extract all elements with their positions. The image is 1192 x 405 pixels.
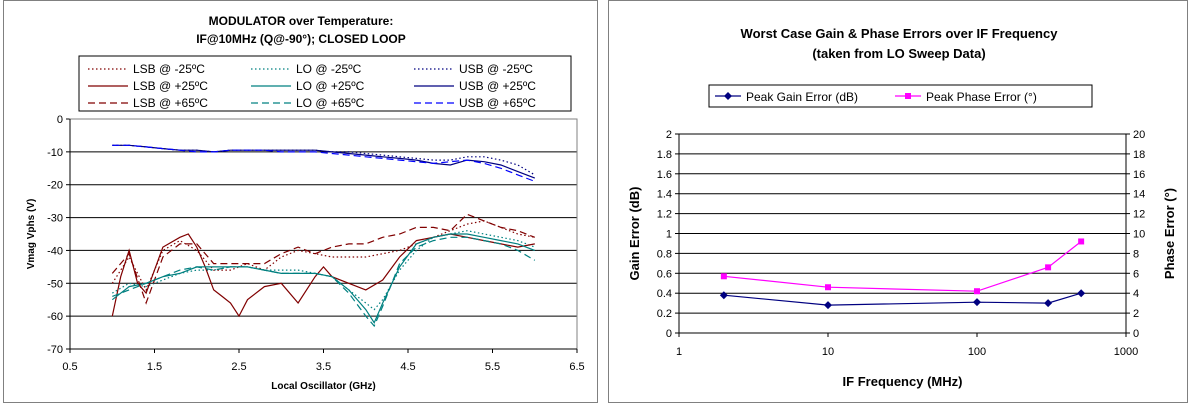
gain-phase-error-chart: Worst Case Gain & Phase Errors over IF F… [627, 26, 1177, 389]
data-point [824, 301, 832, 310]
y2-tick-label: 10 [1133, 229, 1145, 241]
series-line [112, 144, 536, 182]
legend-marker [724, 92, 732, 100]
y-axis-label: Vmag Vphs (V) [26, 199, 37, 270]
y2-tick-label: 2 [1133, 308, 1139, 320]
data-point [1078, 238, 1085, 245]
legend-label: LSB @ +65ºC [133, 96, 208, 110]
y-tick-label: 0.4 [657, 288, 672, 300]
y-tick-label: 0 [666, 328, 672, 340]
y2-tick-label: 12 [1133, 209, 1145, 221]
legend-box [78, 55, 572, 112]
y-tick-label: 1.2 [657, 209, 672, 221]
y-tick-label: 0.2 [657, 308, 672, 320]
legend-label: USB @ +25ºC [459, 79, 536, 93]
y-tick-label: 0.8 [657, 248, 672, 260]
series-line [723, 292, 1082, 306]
series-line [723, 241, 1082, 292]
x-tick-label: 1.5 [147, 361, 162, 373]
x-tick-label: 100 [968, 346, 986, 358]
x-tick-label: 4.5 [400, 361, 415, 373]
legend-label: LO @ +65ºC [296, 96, 365, 110]
y2-axis-label: Phase Error (°) [1162, 188, 1177, 279]
y2-tick-label: 14 [1133, 189, 1145, 201]
y-tick-label: -10 [47, 147, 63, 159]
y-tick-label: 0 [57, 114, 63, 126]
y-tick-label: 2 [666, 129, 672, 141]
modulator-temperature-chart-panel: MODULATOR over Temperature: IF@10MHz (Q@-… [3, 0, 598, 403]
legend-marker [905, 93, 911, 99]
series-line [112, 236, 536, 328]
x-axis-label: IF Frequency (MHz) [843, 374, 963, 389]
data-point [719, 291, 728, 300]
data-point [973, 298, 981, 307]
y-tick-label: -70 [47, 344, 63, 356]
data-point [1045, 264, 1052, 271]
y2-tick-label: 6 [1133, 268, 1139, 280]
y-tick-label: -50 [47, 278, 63, 290]
x-axis-label: Local Oscillator (GHz) [271, 381, 375, 392]
y-tick-label: 1 [666, 229, 672, 241]
x-tick-label: 6.5 [569, 361, 584, 373]
data-point [1077, 289, 1086, 298]
y-tick-label: -30 [47, 213, 63, 225]
chart-title: MODULATOR over Temperature: [209, 14, 394, 28]
y-tick-label: 1.6 [657, 169, 672, 181]
x-tick-label: 5.5 [485, 361, 500, 373]
y-tick-label: 0.6 [657, 268, 672, 280]
x-tick-label: 2.5 [231, 361, 246, 373]
gain-phase-error-chart-panel: Worst Case Gain & Phase Errors over IF F… [608, 0, 1188, 403]
chart-title: Worst Case Gain & Phase Errors over IF F… [741, 26, 1059, 41]
y-tick-label: -40 [47, 245, 63, 257]
legend-label: Peak Phase Error (°) [926, 90, 1037, 104]
y2-tick-label: 8 [1133, 248, 1139, 260]
legend-label: LO @ -25ºC [296, 62, 362, 76]
legend-label: LSB @ -25ºC [133, 62, 205, 76]
series-line [111, 230, 536, 311]
y-tick-label: 1.8 [657, 149, 672, 161]
legend-label: Peak Gain Error (dB) [746, 90, 858, 104]
legend-label: LO @ +25ºC [296, 79, 365, 93]
x-tick-label: 1 [676, 346, 682, 358]
data-point [720, 273, 727, 280]
y2-tick-label: 20 [1133, 129, 1145, 141]
chart-subtitle: IF@10MHz (Q@-90°); CLOSED LOOP [196, 32, 406, 46]
x-tick-label: 3.5 [316, 361, 331, 373]
data-point [974, 288, 980, 295]
y2-tick-label: 4 [1133, 288, 1139, 300]
series-line [112, 144, 536, 179]
y2-tick-label: 0 [1133, 328, 1139, 340]
chart-subtitle: (taken from LO Sweep Data) [812, 46, 985, 61]
series-line [111, 213, 536, 305]
data-point [825, 284, 831, 291]
y2-tick-label: 18 [1133, 149, 1145, 161]
y-tick-label: -20 [47, 180, 63, 192]
y2-tick-label: 16 [1133, 169, 1145, 181]
plot-area [69, 118, 578, 350]
x-tick-label: 10 [822, 346, 834, 358]
series-line [112, 144, 536, 176]
modulator-temperature-chart: MODULATOR over Temperature: IF@10MHz (Q@-… [26, 14, 585, 392]
x-tick-label: 0.5 [62, 361, 77, 373]
x-tick-label: 1000 [1114, 346, 1138, 358]
y-axis-label: Gain Error (dB) [627, 187, 642, 281]
legend-label: LSB @ +25ºC [133, 79, 208, 93]
y-tick-label: -60 [47, 311, 63, 323]
legend-label: USB @ +65ºC [459, 96, 536, 110]
series-line [111, 220, 535, 292]
legend-label: USB @ -25ºC [459, 62, 533, 76]
y-tick-label: 1.4 [657, 189, 672, 201]
data-point [1044, 299, 1053, 308]
